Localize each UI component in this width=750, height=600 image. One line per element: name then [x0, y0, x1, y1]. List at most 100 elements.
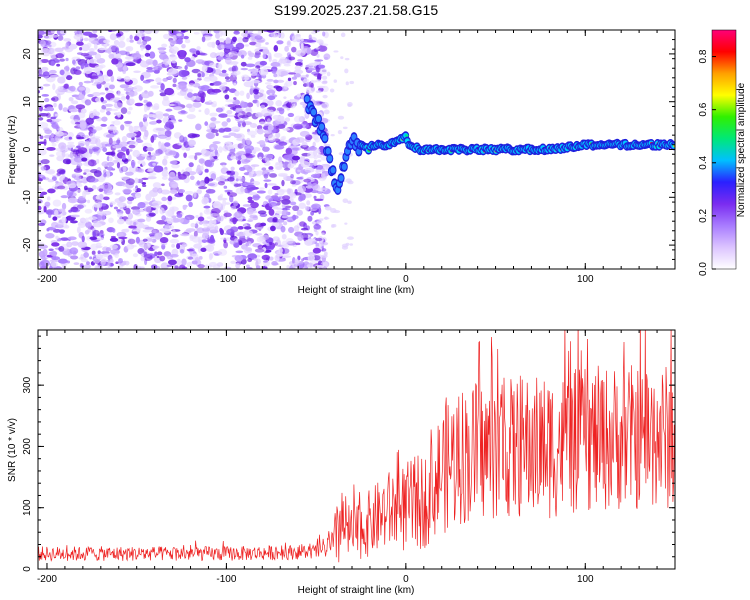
- noise-blob: [287, 226, 295, 234]
- noise-blob: [97, 250, 101, 255]
- noise-blob: [297, 185, 307, 193]
- noise-blob: [161, 196, 168, 202]
- noise-blob: [255, 233, 263, 236]
- noise-blob: [89, 75, 99, 80]
- noise-blob: [213, 30, 221, 34]
- noise-blob: [61, 150, 66, 158]
- noise-blob: [241, 154, 246, 160]
- noise-blob: [209, 121, 216, 128]
- noise-blob: [230, 107, 236, 110]
- colorbar-tick-label: 0.8: [698, 49, 709, 63]
- noise-blob: [128, 91, 135, 98]
- noise-blob: [85, 217, 89, 223]
- noise-blob: [128, 149, 133, 152]
- noise-blob: [117, 90, 121, 96]
- noise-blob: [178, 217, 184, 223]
- noise-blob: [64, 225, 70, 229]
- noise-blob: [289, 201, 297, 206]
- noise-blob: [96, 68, 101, 76]
- noise-blob: [63, 38, 72, 42]
- noise-blob: [50, 116, 57, 120]
- noise-blob: [227, 176, 235, 182]
- noise-blob: [313, 198, 324, 202]
- noise-blob: [146, 147, 154, 152]
- noise-blob: [324, 216, 328, 220]
- noise-blob: [127, 212, 134, 220]
- colorbar: 0.0 0.2 0.4 0.6 0.8 Normalized spectral ampl…: [698, 29, 747, 276]
- noise-blob: [120, 107, 128, 114]
- noise-blob: [151, 245, 160, 249]
- noise-blob: [291, 76, 298, 80]
- noise-blob: [85, 140, 90, 147]
- noise-blob: [196, 164, 202, 172]
- noise-blob: [176, 33, 182, 37]
- noise-blob: [268, 201, 278, 208]
- noise-blob: [102, 147, 108, 153]
- noise-blob: [180, 110, 186, 114]
- noise-blob: [239, 166, 246, 172]
- noise-blob: [283, 82, 288, 90]
- x-tick-label: -100: [216, 574, 236, 585]
- noise-blob: [321, 187, 328, 191]
- noise-blob: [89, 236, 98, 241]
- noise-blob: [106, 69, 114, 77]
- noise-blob: [287, 72, 296, 75]
- noise-blob: [212, 219, 217, 224]
- noise-blob: [226, 118, 231, 123]
- noise-blob: [117, 213, 124, 218]
- noise-blob: [281, 179, 285, 187]
- noise-blob: [321, 75, 328, 80]
- noise-blob: [123, 260, 127, 265]
- noise-blob: [176, 38, 183, 45]
- noise-blob: [322, 94, 328, 99]
- noise-blob: [93, 81, 102, 85]
- noise-blob: [286, 188, 291, 195]
- noise-blob: [117, 111, 122, 118]
- noise-blob: [50, 261, 58, 268]
- noise-blob: [56, 63, 61, 67]
- noise-blob: [185, 147, 191, 152]
- noise-blob: [59, 30, 67, 35]
- noise-blob: [219, 84, 226, 92]
- noise-blob: [184, 65, 188, 71]
- noise-blob: [99, 184, 104, 189]
- noise-blob: [243, 226, 252, 230]
- noise-blob: [278, 141, 288, 146]
- noise-blob: [293, 73, 301, 78]
- noise-blob: [233, 97, 237, 100]
- noise-blob: [128, 106, 133, 111]
- noise-blob: [279, 161, 283, 168]
- noise-blob: [83, 134, 90, 139]
- noise-blob: [156, 220, 166, 225]
- noise-blob: [45, 233, 55, 239]
- noise-blob: [129, 98, 135, 105]
- noise-blob: [179, 249, 185, 254]
- noise-blob: [117, 149, 122, 153]
- noise-blob: [194, 152, 202, 156]
- noise-blob: [230, 61, 239, 65]
- noise-blob: [111, 58, 119, 65]
- noise-blob: [46, 228, 50, 232]
- noise-blob: [296, 50, 306, 57]
- noise-blob: [326, 71, 331, 77]
- noise-blob: [274, 192, 279, 196]
- noise-blob: [256, 39, 265, 43]
- noise-blob: [281, 203, 286, 209]
- noise-blob: [185, 103, 193, 109]
- noise-blob: [137, 201, 146, 209]
- noise-blob: [67, 236, 77, 241]
- noise-blob: [217, 180, 225, 186]
- noise-blob: [349, 243, 354, 246]
- colorbar-tick-label: 0.0: [698, 262, 709, 276]
- noise-blob: [345, 178, 352, 183]
- noise-blob: [40, 40, 46, 47]
- noise-blob: [233, 82, 237, 86]
- snr-xlabel: Height of straight line (km): [298, 585, 415, 596]
- noise-blob: [263, 260, 268, 263]
- noise-blob: [179, 135, 185, 143]
- noise-blob: [102, 78, 111, 82]
- noise-blob: [120, 176, 131, 180]
- noise-blob: [224, 76, 230, 80]
- noise-blob: [226, 170, 232, 174]
- noise-blob: [241, 138, 246, 145]
